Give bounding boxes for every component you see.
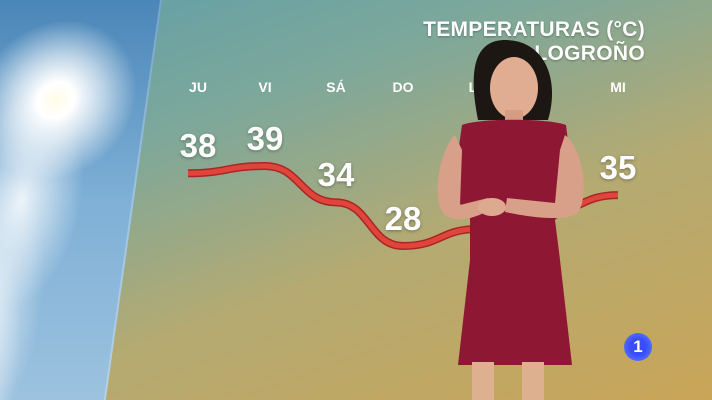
- day-label: JU: [189, 79, 207, 95]
- day-label: VI: [258, 79, 272, 95]
- temperature-value: 39: [246, 120, 284, 157]
- day-label: MI: [610, 79, 626, 95]
- title-line-2: LOGROÑO: [534, 42, 645, 65]
- la1-channel-logo: 1: [624, 333, 652, 361]
- day-label: DO: [392, 79, 414, 95]
- title-line-1: TEMPERATURAS (°C): [423, 18, 645, 41]
- day-label: SÁ: [326, 79, 346, 95]
- temperature-value: 35: [599, 149, 637, 187]
- temperature-value: 34: [317, 156, 355, 194]
- temperature-value: 38: [179, 127, 217, 165]
- temperature-value: 28: [384, 199, 422, 237]
